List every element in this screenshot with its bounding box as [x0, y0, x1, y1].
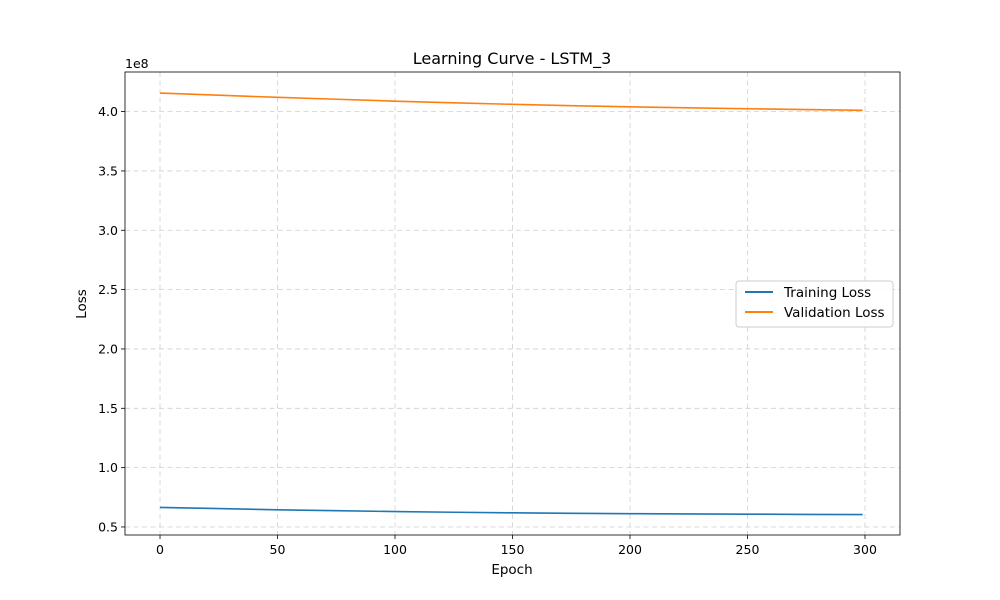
y-tick-label: 1.0	[98, 460, 118, 475]
x-tick-label: 250	[736, 542, 760, 557]
x-tick-label: 150	[501, 542, 525, 557]
series-layer	[159, 92, 863, 516]
y-tick-label: 3.5	[98, 163, 118, 178]
x-tick-label: 200	[618, 542, 642, 557]
legend-label-training: Training Loss	[783, 285, 871, 301]
validation-loss-line	[159, 92, 863, 112]
y-tick-label: 0.5	[98, 519, 118, 534]
y-tick-label: 3.0	[98, 223, 118, 238]
y-axis-title: Loss	[74, 289, 90, 319]
chart-title: Learning Curve - LSTM_3	[413, 49, 612, 69]
y-tick-label: 2.5	[98, 282, 118, 297]
training-loss-line	[159, 506, 863, 516]
x-axis-title: Epoch	[491, 562, 532, 578]
x-tick-label: 50	[270, 542, 286, 557]
x-tick-label: 100	[383, 542, 407, 557]
grid	[125, 72, 900, 535]
y-tick-label: 2.0	[98, 341, 118, 356]
legend: Training Loss Validation Loss	[735, 280, 894, 328]
x-tick-label: 0	[156, 542, 164, 557]
legend-label-validation: Validation Loss	[784, 305, 885, 321]
y-tick-label: 4.0	[98, 104, 118, 119]
x-tick-label: 300	[853, 542, 877, 557]
y-offset-label: 1e8	[125, 56, 149, 71]
x-axis: 0 50 100 150 200 250 300	[156, 535, 877, 557]
y-tick-label: 1.5	[98, 401, 118, 416]
y-axis: 0.5 1.0 1.5 2.0 2.5 3.0 3.5 4.0	[98, 104, 125, 534]
legend-box	[735, 280, 894, 328]
